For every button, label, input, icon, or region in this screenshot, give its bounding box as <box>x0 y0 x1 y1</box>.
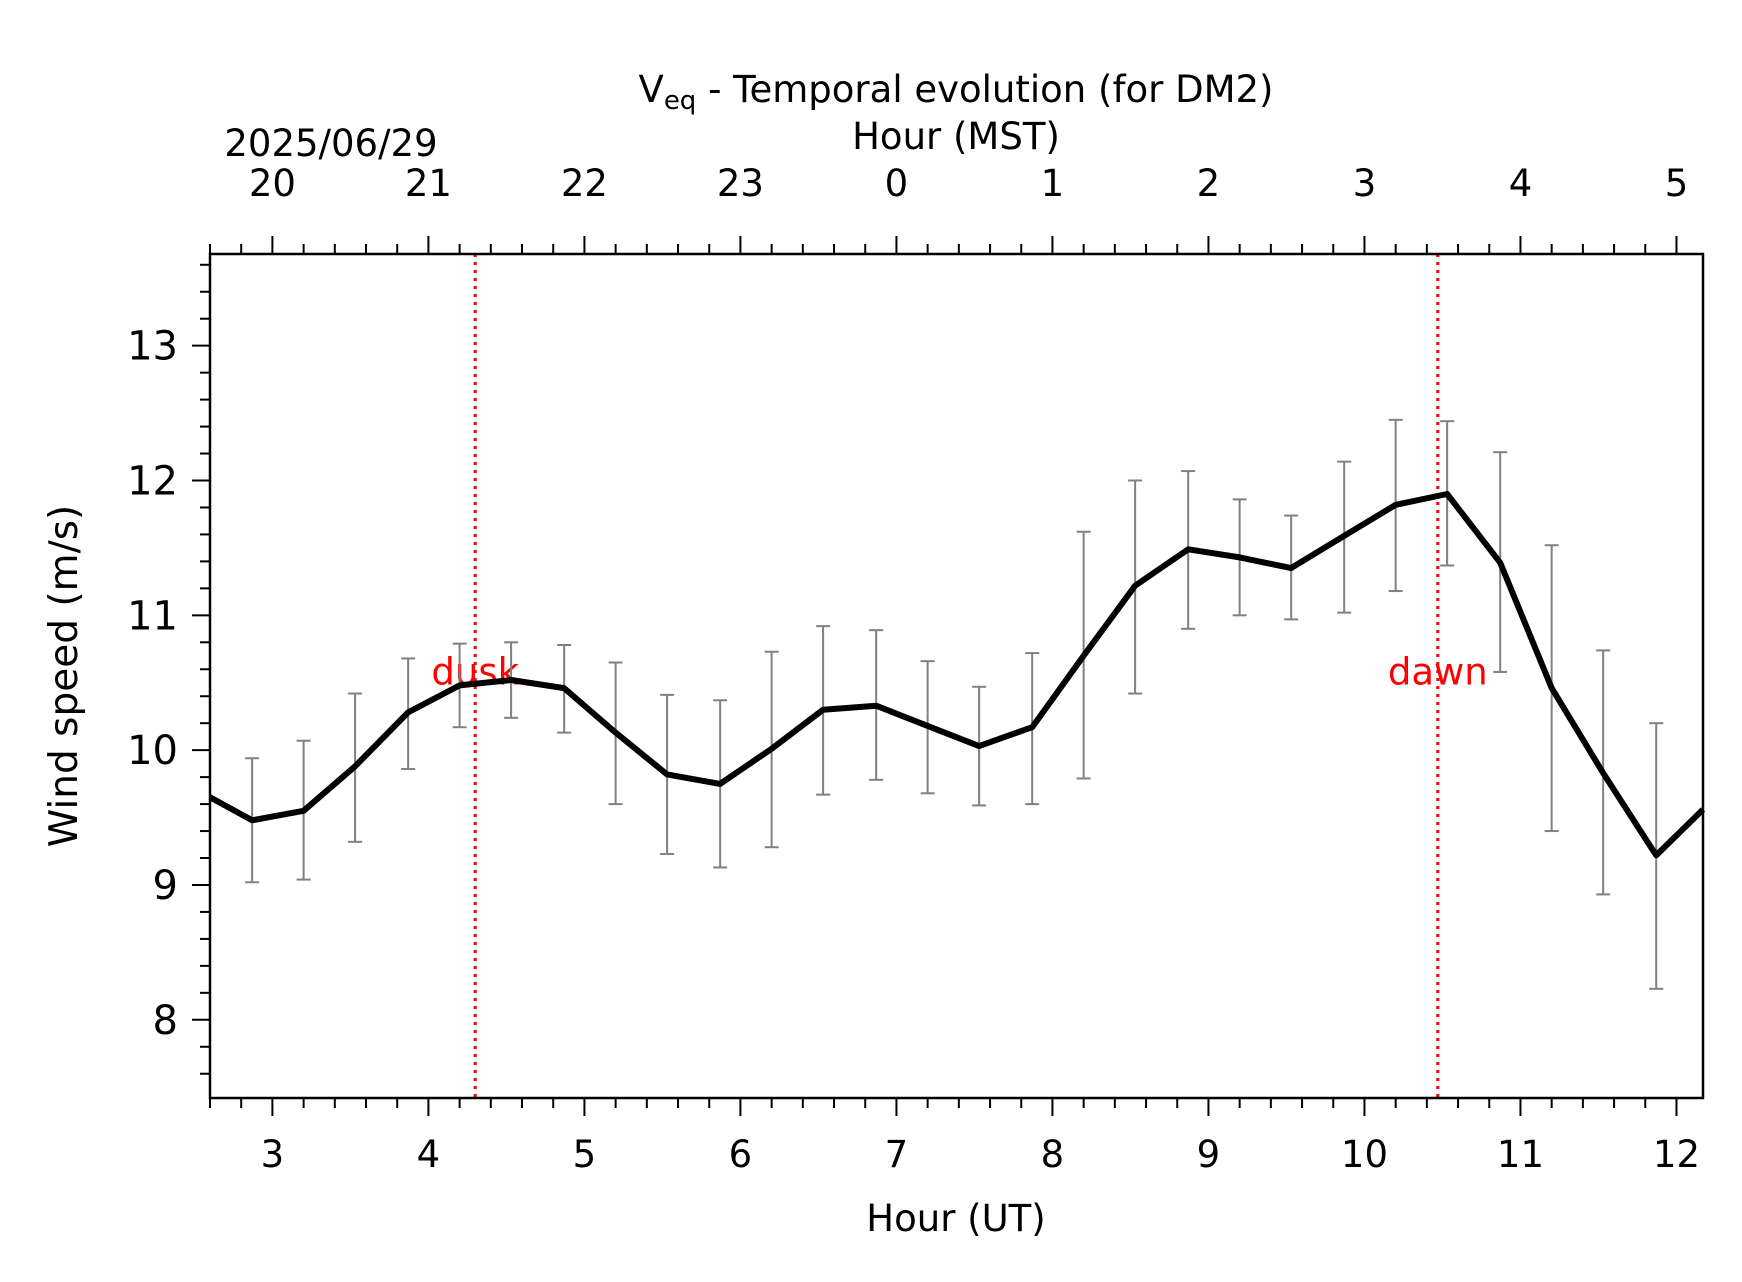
error-bars <box>245 418 1664 990</box>
y-axis-label: Wind speed (m/s) <box>42 505 87 848</box>
top-tick-label: 0 <box>885 162 909 205</box>
top-tick-label: 5 <box>1665 162 1689 205</box>
date-label: 2025/06/29 <box>224 122 437 165</box>
x-tick-label: 12 <box>1653 1133 1700 1176</box>
y-tick-label: 11 <box>127 593 178 639</box>
y-tick-label: 13 <box>127 324 178 370</box>
chart-title: Veq - Temporal evolution (for DM2) <box>639 68 1274 116</box>
y-tick-label: 9 <box>153 863 178 909</box>
x-tick-label: 10 <box>1341 1133 1388 1176</box>
top-tick-label: 3 <box>1353 162 1377 205</box>
dusk-marker-label: dusk <box>431 650 519 693</box>
tick-marks <box>192 236 1678 1116</box>
plot-frame <box>208 252 1705 1100</box>
top-tick-label: 1 <box>1041 162 1065 205</box>
x-tick-label: 4 <box>417 1133 441 1176</box>
top-tick-label: 22 <box>561 162 608 205</box>
series-line <box>208 491 1706 859</box>
dawn-marker-label: dawn <box>1388 650 1488 693</box>
x-tick-label: 9 <box>1197 1133 1221 1176</box>
x-tick-label: 5 <box>573 1133 597 1176</box>
top-tick-label: 20 <box>249 162 296 205</box>
event-markers: dusk dawn <box>431 254 1488 1098</box>
top-tick-label: 23 <box>717 162 764 205</box>
top-tick-label: 2 <box>1197 162 1221 205</box>
y-tick-label: 10 <box>127 728 178 774</box>
x-tick-label: 7 <box>885 1133 909 1176</box>
x-tick-label: 3 <box>261 1133 285 1176</box>
y-tick-label: 8 <box>153 998 178 1044</box>
x-tick-label: 8 <box>1041 1133 1065 1176</box>
x-tick-label: 11 <box>1497 1133 1544 1176</box>
top-tick-label: 4 <box>1509 162 1533 205</box>
x-axis-label: Hour (UT) <box>866 1197 1045 1240</box>
series-lines <box>208 491 1706 859</box>
top-axis-label: Hour (MST) <box>852 115 1060 158</box>
top-tick-label: 21 <box>405 162 452 205</box>
y-tick-label: 12 <box>127 459 178 505</box>
x-tick-label: 6 <box>729 1133 753 1176</box>
